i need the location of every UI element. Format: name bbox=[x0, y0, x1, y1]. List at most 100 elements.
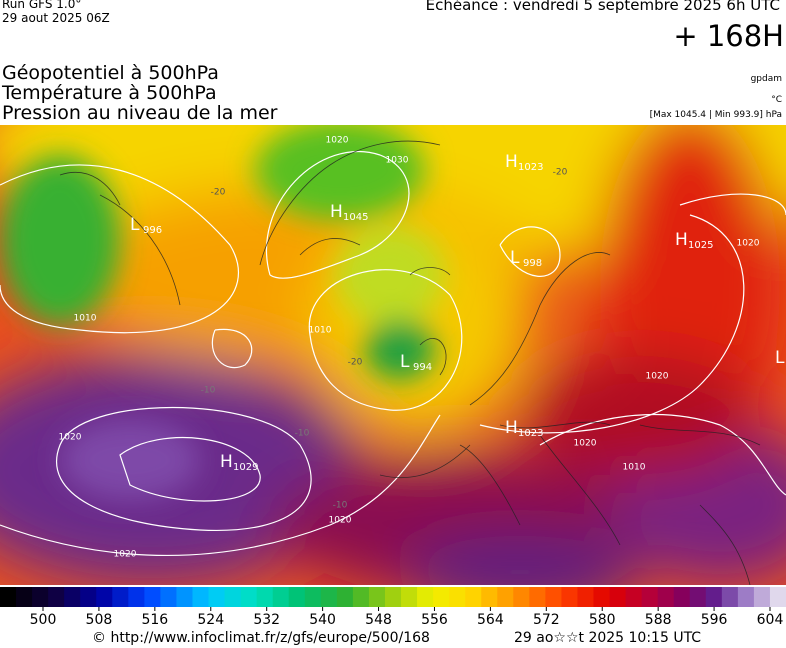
color-swatch bbox=[689, 587, 707, 607]
pressure-letter: H bbox=[505, 418, 518, 438]
valid-time: Echéance : vendredi 5 septembre 2025 6h … bbox=[425, 0, 780, 14]
color-swatch bbox=[384, 587, 402, 607]
color-swatch bbox=[721, 587, 739, 607]
color-swatch bbox=[625, 587, 643, 607]
color-swatch bbox=[769, 587, 786, 607]
source-link[interactable]: © http://www.infoclimat.fr/z/gfs/europe/… bbox=[92, 630, 430, 646]
color-swatch bbox=[545, 587, 562, 607]
color-swatch bbox=[0, 587, 17, 607]
color-swatch bbox=[593, 587, 611, 607]
contour-label: 1030 bbox=[386, 156, 409, 166]
color-swatch bbox=[64, 587, 81, 607]
pressure-value: 1023 bbox=[518, 162, 543, 173]
unit: [Max 1045.4 | Min 993.9] hPa bbox=[649, 110, 782, 120]
color-swatch bbox=[16, 587, 33, 607]
color-swatch bbox=[80, 587, 97, 607]
pressure-value: 1029 bbox=[233, 462, 258, 473]
color-swatch bbox=[401, 587, 418, 607]
title: Température à 500hPa bbox=[2, 82, 217, 104]
color-swatch bbox=[32, 587, 49, 607]
color-swatch bbox=[673, 587, 691, 607]
pressure-value: 996 bbox=[143, 225, 162, 236]
color-swatch bbox=[240, 587, 258, 607]
pressure-value: 998 bbox=[523, 258, 542, 269]
contour-label: 1020 bbox=[326, 136, 349, 146]
contour-label: 1010 bbox=[623, 463, 646, 473]
color-swatch bbox=[320, 587, 338, 607]
color-swatch bbox=[336, 587, 354, 607]
pressure-value: 1045 bbox=[343, 212, 368, 223]
color-swatch bbox=[288, 587, 306, 607]
color-swatch bbox=[577, 587, 595, 607]
color-swatch bbox=[433, 587, 450, 607]
title: Pression au niveau de la mer bbox=[2, 102, 278, 124]
colorbar-label: 548 bbox=[365, 612, 392, 628]
color-swatch bbox=[176, 587, 193, 607]
contour-label: 1010 bbox=[309, 326, 332, 336]
color-swatch bbox=[481, 587, 498, 607]
contour-label: -20 bbox=[553, 168, 568, 178]
pressure-letter: L bbox=[510, 248, 520, 268]
contour-label: 1020 bbox=[114, 550, 137, 560]
coastlines bbox=[59, 140, 761, 585]
lead-time: + 168H bbox=[673, 19, 784, 53]
pressure-letter: H bbox=[330, 202, 343, 222]
colorbar-label: 596 bbox=[701, 612, 728, 628]
pressure-value: 1025 bbox=[688, 240, 713, 251]
title: Géopotentiel à 500hPa bbox=[2, 62, 219, 84]
color-swatch bbox=[256, 587, 274, 607]
run-date: 29 aout 2025 06Z bbox=[2, 11, 110, 25]
color-swatch bbox=[465, 587, 482, 607]
unit: gpdam bbox=[750, 74, 782, 84]
pressure-letter: L bbox=[775, 348, 785, 368]
colorbar-label: 564 bbox=[477, 612, 504, 628]
unit: °C bbox=[771, 95, 782, 105]
colorbar-label: 556 bbox=[421, 612, 448, 628]
color-swatch bbox=[272, 587, 290, 607]
color-swatch bbox=[304, 587, 322, 607]
color-swatch bbox=[705, 587, 723, 607]
contour-label: 1020 bbox=[59, 433, 82, 443]
pressure-value: 1023 bbox=[518, 428, 543, 439]
color-swatch bbox=[368, 587, 386, 607]
color-swatch bbox=[352, 587, 370, 607]
colorbar: 500 508 516 524 532 540 548 556 564 572 580 588 596 6… bbox=[0, 587, 786, 628]
color-swatch bbox=[96, 587, 113, 607]
colorbar-label: 516 bbox=[141, 612, 168, 628]
contour-label: 1020 bbox=[574, 439, 597, 449]
color-swatch bbox=[48, 587, 65, 607]
pressure-letter: L bbox=[130, 215, 140, 235]
contour-label: 1010 bbox=[74, 314, 97, 324]
color-swatch bbox=[609, 587, 627, 607]
contour-label: -10 bbox=[333, 501, 348, 511]
color-swatch bbox=[529, 587, 546, 607]
color-swatch bbox=[657, 587, 675, 607]
colorbar-label: 508 bbox=[86, 612, 113, 628]
contour-label: -20 bbox=[348, 358, 363, 368]
color-swatch bbox=[513, 587, 530, 607]
color-swatch bbox=[128, 587, 145, 607]
color-swatch bbox=[417, 587, 434, 607]
pressure-value: 994 bbox=[413, 362, 432, 373]
color-swatch bbox=[208, 587, 226, 607]
color-swatch bbox=[192, 587, 210, 607]
color-swatch bbox=[753, 587, 771, 607]
color-swatch bbox=[449, 587, 466, 607]
colorbar-label: 604 bbox=[757, 612, 784, 628]
contour-label: 1020 bbox=[737, 239, 760, 249]
color-swatch bbox=[144, 587, 161, 607]
isobars bbox=[0, 150, 786, 557]
colorbar-label: 524 bbox=[197, 612, 224, 628]
colorbar-label: 540 bbox=[309, 612, 336, 628]
color-swatch bbox=[737, 587, 755, 607]
contour-label: 1020 bbox=[329, 516, 352, 526]
color-swatch bbox=[112, 587, 129, 607]
field bbox=[0, 125, 786, 585]
run-label: Run GFS 1.0° bbox=[2, 0, 82, 11]
color-swatch bbox=[641, 587, 659, 607]
contour-label: -10 bbox=[201, 386, 216, 396]
color-swatch bbox=[160, 587, 177, 607]
colorbar-label: 500 bbox=[30, 612, 57, 628]
